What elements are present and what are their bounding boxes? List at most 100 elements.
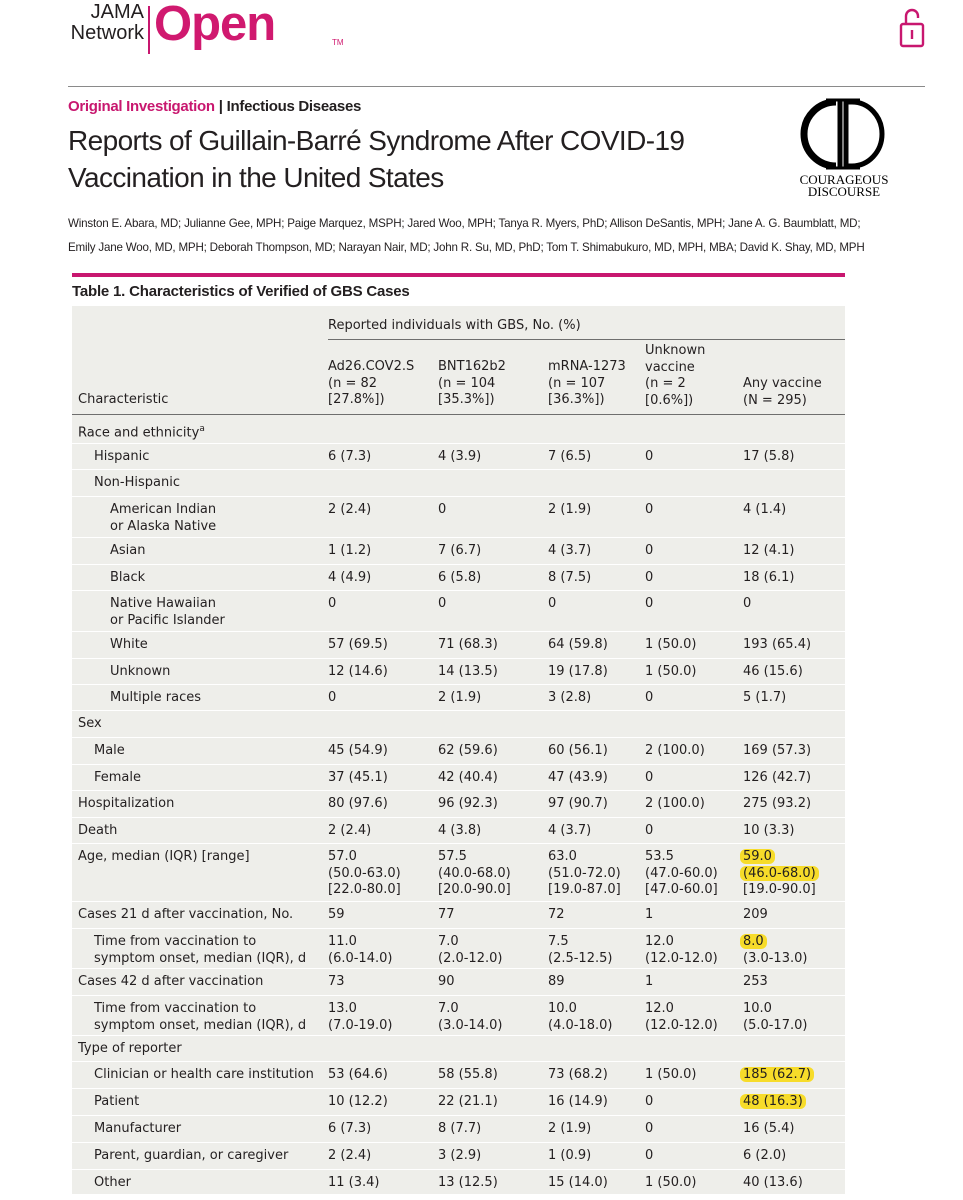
cell-bnt162b2: 4 (3.8)	[438, 823, 482, 838]
row-label: Race and ethnicitya	[78, 424, 205, 441]
cell-any-vaccine: 253	[743, 974, 768, 989]
table-row: Hospitalization 80 (97.6) 96 (92.3) 97 (90.…	[72, 790, 845, 818]
row-label: Multiple races	[110, 690, 201, 705]
cell-unknown-vaccine: 1 (50.0)	[645, 1067, 697, 1082]
cell-unknown-vaccine: 0	[645, 1121, 654, 1136]
cell-bnt162b2: 71 (68.3)	[438, 637, 498, 652]
cell-any-vaccine: 59.0 (46.0-68.0) [19.0-90.0]	[740, 849, 819, 899]
cell-bnt162b2: 2 (1.9)	[438, 690, 482, 705]
cell-any-vaccine: 8.0 (3.0-13.0)	[740, 934, 808, 967]
table-row: Female 37 (45.1) 42 (40.4) 47 (43.9) 0 126 (4…	[72, 764, 845, 791]
cell-unknown-vaccine: 1	[645, 974, 654, 989]
cell-mrna1273: 97 (90.7)	[548, 796, 608, 811]
cell-bnt162b2: 14 (13.5)	[438, 664, 498, 679]
article-subcategory-link[interactable]: Infectious Diseases	[226, 98, 362, 115]
cell-unknown-vaccine: 1	[645, 907, 654, 922]
column-header-unknown-vaccine: Unknown vaccine (n = 2 [0.6%])	[645, 343, 706, 408]
author-line: Winston E. Abara, MD; Julianne Gee, MPH;…	[68, 217, 861, 230]
cell-any-vaccine: 275 (93.2)	[743, 796, 812, 811]
table-row: Type of reporter	[72, 1035, 845, 1062]
table-row: Patient 10 (12.2) 22 (21.1) 16 (14.9) 0 48 (1…	[72, 1088, 845, 1116]
value-line: 59.0	[740, 849, 819, 866]
cell-mrna1273: 1 (0.9)	[548, 1148, 592, 1163]
table-row: Native Hawaiian or Pacific Islander 0 0 0 0 0	[72, 590, 845, 632]
cell-bnt162b2: 22 (21.1)	[438, 1094, 498, 1109]
value-line: (46.0-68.0)	[740, 865, 819, 883]
cell-mrna1273: 8 (7.5)	[548, 570, 592, 585]
cell-bnt162b2: 0	[438, 596, 447, 611]
cell-mrna1273: 47 (43.9)	[548, 770, 608, 785]
value-line: [19.0-90.0]	[743, 882, 819, 899]
cell-any-vaccine: 126 (42.7)	[743, 770, 812, 785]
watermark-line2: DISCOURSE	[807, 184, 881, 199]
cell-any-vaccine: 10 (3.3)	[743, 823, 795, 838]
cell-ad26: 13.0 (7.0-19.0)	[328, 1001, 393, 1033]
table-row: Multiple races 0 2 (1.9) 3 (2.8) 0 5 (1.7)	[72, 684, 845, 711]
cell-unknown-vaccine: 1 (50.0)	[645, 664, 697, 679]
watermark-line1: COURAGEOUS	[799, 172, 889, 187]
row-label: Type of reporter	[78, 1041, 182, 1056]
cell-bnt162b2: 6 (5.8)	[438, 570, 482, 585]
logo-jama-text: JAMA	[90, 1, 144, 23]
cell-ad26: 37 (45.1)	[328, 770, 388, 785]
row-label: Non-Hispanic	[94, 475, 180, 490]
cell-ad26: 0	[328, 690, 337, 705]
cell-unknown-vaccine: 12.0 (12.0-12.0)	[645, 934, 718, 966]
value-text: (3.0-13.0)	[743, 950, 808, 966]
cell-any-vaccine: 169 (57.3)	[743, 743, 812, 758]
row-label: Other	[94, 1175, 131, 1190]
row-label: Parent, guardian, or caregiver	[94, 1148, 289, 1163]
header-bottom-rule	[72, 414, 845, 415]
table-row: White 57 (69.5) 71 (68.3) 64 (59.8) 1 (50.0)…	[72, 631, 845, 659]
table-row: Asian 1 (1.2) 7 (6.7) 4 (3.7) 0 12 (4.1)	[72, 537, 845, 565]
cell-any-vaccine: 48 (16.3)	[740, 1094, 806, 1111]
header-divider	[68, 86, 925, 87]
row-label: Female	[94, 770, 142, 785]
cell-mrna1273: 64 (59.8)	[548, 637, 608, 652]
cell-mrna1273: 10.0 (4.0-18.0)	[548, 1001, 613, 1033]
cell-bnt162b2: 42 (40.4)	[438, 770, 498, 785]
cell-bnt162b2: 4 (3.9)	[438, 449, 482, 464]
cell-ad26: 4 (4.9)	[328, 570, 372, 585]
table-row: Black 4 (4.9) 6 (5.8) 8 (7.5) 0 18 (6.1)	[72, 564, 845, 591]
row-label: Manufacturer	[94, 1121, 182, 1136]
cell-mrna1273: 72	[548, 907, 565, 922]
column-header-ad26: Ad26.COV2.S (n = 82 [27.8%])	[328, 359, 415, 407]
cell-bnt162b2: 7.0 (2.0-12.0)	[438, 934, 503, 966]
cell-bnt162b2: 7 (6.7)	[438, 543, 482, 558]
cell-bnt162b2: 7.0 (3.0-14.0)	[438, 1001, 503, 1033]
cell-unknown-vaccine: 1 (50.0)	[645, 637, 697, 652]
cell-ad26: 2 (2.4)	[328, 823, 372, 838]
cell-bnt162b2: 77	[438, 907, 455, 922]
table-row: Time from vaccination to symptom onset, …	[72, 928, 845, 969]
table-row: Parent, guardian, or caregiver 2 (2.4) 3 (…	[72, 1142, 845, 1170]
cell-ad26: 53 (64.6)	[328, 1067, 388, 1082]
value-line: 185 (62.7)	[740, 1067, 815, 1084]
value-line: 8.0	[740, 934, 807, 951]
cell-ad26: 6 (7.3)	[328, 1121, 372, 1136]
cell-unknown-vaccine: 0	[645, 449, 654, 464]
row-label: White	[110, 637, 148, 652]
row-label: Black	[110, 570, 146, 585]
column-header-any-vaccine: Any vaccine (N = 295)	[743, 376, 822, 408]
cell-any-vaccine: 16 (5.4)	[743, 1121, 795, 1136]
footnote-marker: a	[199, 424, 205, 434]
highlighted-value: 48 (16.3)	[740, 1094, 806, 1109]
table-row: Death 2 (2.4) 4 (3.8) 4 (3.7) 0 10 (3.3)	[72, 817, 845, 844]
table-row: American Indian or Alaska Native 2 (2.4) 0…	[72, 496, 845, 538]
cell-mrna1273: 0	[548, 596, 557, 611]
cell-ad26: 2 (2.4)	[328, 502, 372, 517]
row-label: Cases 21 d after vaccination, No.	[78, 907, 294, 922]
cell-any-vaccine: 209	[743, 907, 768, 922]
logo-wordmark: JAMA Network	[68, 2, 144, 44]
cell-unknown-vaccine: 0	[645, 596, 654, 611]
group-header-rule	[328, 339, 845, 340]
logo-network-text: Network	[70, 22, 144, 44]
cell-unknown-vaccine: 1 (50.0)	[645, 1175, 697, 1190]
logo-divider	[148, 6, 150, 54]
row-label: Unknown	[110, 664, 171, 679]
cell-any-vaccine: 5 (1.7)	[743, 690, 787, 705]
cell-any-vaccine: 12 (4.1)	[743, 543, 795, 558]
open-lock-icon[interactable]	[898, 6, 926, 48]
article-category-link[interactable]: Original Investigation	[68, 98, 215, 115]
